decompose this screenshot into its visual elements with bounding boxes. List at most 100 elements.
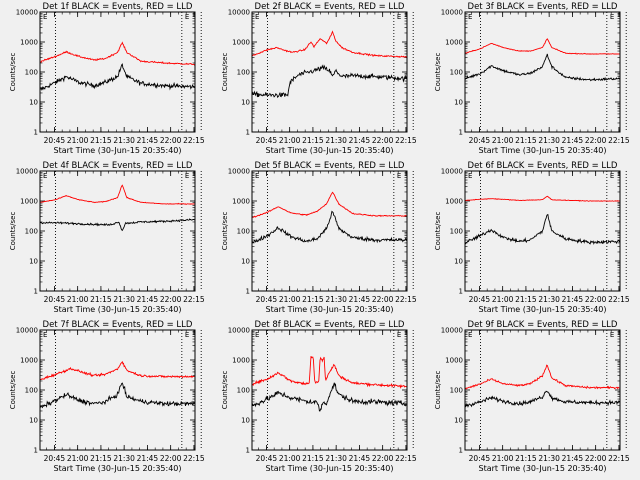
y-tick-label: 10000 [228,168,250,176]
marker-letter: E [43,331,47,339]
x-tick-label: 21:15 [515,295,537,304]
marker-letter: E [397,172,401,180]
x-tick-label: 21:45 [562,136,584,145]
y-tick-label: 10 [454,417,463,425]
plot-frame [251,329,408,451]
x-tick-label: 21:00 [492,454,514,463]
panel-det-9f: Det 9f BLACK = Events, RED = LLD Counts/s… [434,320,630,473]
x-tick-label: 20:45 [469,295,491,304]
marker-letter: E [255,172,259,180]
y-tick-label: 100 [450,69,463,77]
plot-frame [39,329,196,451]
x-tick-label: 20:45 [469,454,491,463]
x-tick-label: 21:30 [113,454,135,463]
x-axis-label: Start Time (30-Jun-15 20:35:40) [479,305,607,314]
series-events-line [39,382,196,409]
x-axis-label: Start Time (30-Jun-15 20:35:40) [479,464,607,473]
x-tick-label: 22:00 [585,454,607,463]
y-tick-label: 100 [237,387,250,395]
y-axis-label: Counts/sec [9,53,17,92]
y-tick-label: 10 [241,99,250,107]
series-events-line [251,64,408,99]
x-tick-label: 22:15 [183,454,205,463]
x-tick-label: 20:45 [469,136,491,145]
x-tick-label: 22:00 [585,295,607,304]
marker-letter: E [468,13,472,21]
panel-det-8f: Det 8f BLACK = Events, RED = LLD Counts/s… [221,320,417,473]
y-tick-label: 10000 [228,9,250,17]
x-tick-label: 21:00 [67,454,89,463]
x-tick-label: 20:45 [44,295,66,304]
plot-frame [464,11,621,133]
x-tick-label: 21:30 [538,454,560,463]
plot-frame [251,11,408,133]
y-tick-label: 10000 [228,327,250,335]
x-tick-label: 22:00 [372,454,394,463]
panel-det-2f: Det 2f BLACK = Events, RED = LLD Counts/s… [221,2,417,155]
y-axis-label: Counts/sec [434,53,442,92]
panel-det-6f: Det 6f BLACK = Events, RED = LLD Counts/s… [434,161,630,314]
plot-frame [251,170,408,292]
x-tick-label: 21:45 [137,454,159,463]
y-tick-label: 10000 [441,327,463,335]
series-events-line [251,382,408,412]
y-tick-label: 10 [241,417,250,425]
marker-letter: E [610,13,614,21]
y-axis-label: Counts/sec [221,371,229,410]
y-tick-label: 1000 [445,39,463,47]
x-tick-label: 22:15 [395,454,417,463]
y-tick-label: 1000 [20,39,38,47]
x-tick-label: 22:00 [160,295,182,304]
series-events-line [251,210,408,244]
x-tick-label: 22:00 [372,295,394,304]
y-tick-label: 100 [25,69,38,77]
x-tick-label: 21:45 [137,136,159,145]
x-tick-label: 21:30 [113,136,135,145]
x-tick-label: 22:15 [183,136,205,145]
y-tick-label: 100 [237,69,250,77]
panel-title: Det 1f BLACK = Events, RED = LLD [43,2,193,12]
y-tick-label: 100 [25,228,38,236]
panel-det-4f: Det 4f BLACK = Events, RED = LLD Counts/s… [9,161,205,314]
x-tick-label: 22:00 [372,136,394,145]
marker-letter: E [610,172,614,180]
x-tick-label: 21:45 [562,295,584,304]
x-tick-label: 20:45 [256,295,278,304]
y-tick-label: 1 [34,129,38,137]
y-tick-label: 1000 [20,198,38,206]
x-tick-label: 22:15 [608,295,630,304]
x-tick-label: 21:00 [279,295,301,304]
x-tick-label: 21:45 [562,454,584,463]
plot-frame [39,11,196,133]
x-tick-label: 21:00 [492,136,514,145]
y-tick-label: 1 [459,129,463,137]
x-tick-label: 21:15 [90,454,112,463]
series-events-line [464,390,621,408]
x-tick-label: 21:15 [302,136,324,145]
y-axis-label: Counts/sec [9,371,17,410]
x-axis-label: Start Time (30-Jun-15 20:35:40) [479,146,607,155]
series-lld-line [39,41,196,66]
panel-title: Det 5f BLACK = Events, RED = LLD [255,161,405,171]
panel-title: Det 2f BLACK = Events, RED = LLD [255,2,405,12]
y-tick-label: 1 [246,288,250,296]
x-axis-label: Start Time (30-Jun-15 20:35:40) [266,305,394,314]
x-tick-label: 22:15 [608,454,630,463]
x-tick-label: 21:15 [302,454,324,463]
x-tick-label: 20:45 [256,136,278,145]
x-tick-label: 21:00 [279,454,301,463]
x-axis-label: Start Time (30-Jun-15 20:35:40) [266,464,394,473]
y-tick-label: 10 [29,99,38,107]
panel-title: Det 7f BLACK = Events, RED = LLD [43,320,193,330]
y-axis-label: Counts/sec [221,53,229,92]
series-events-line [40,63,196,91]
marker-letter: E [185,13,189,21]
x-tick-label: 21:30 [113,295,135,304]
y-tick-label: 1 [246,129,250,137]
series-lld-line [464,38,620,55]
x-tick-label: 21:45 [137,295,159,304]
x-axis-label: Start Time (30-Jun-15 20:35:40) [54,464,182,473]
x-tick-label: 21:00 [492,295,514,304]
panel-det-5f: Det 5f BLACK = Events, RED = LLD Counts/s… [221,161,417,314]
marker-letter: E [43,13,47,21]
